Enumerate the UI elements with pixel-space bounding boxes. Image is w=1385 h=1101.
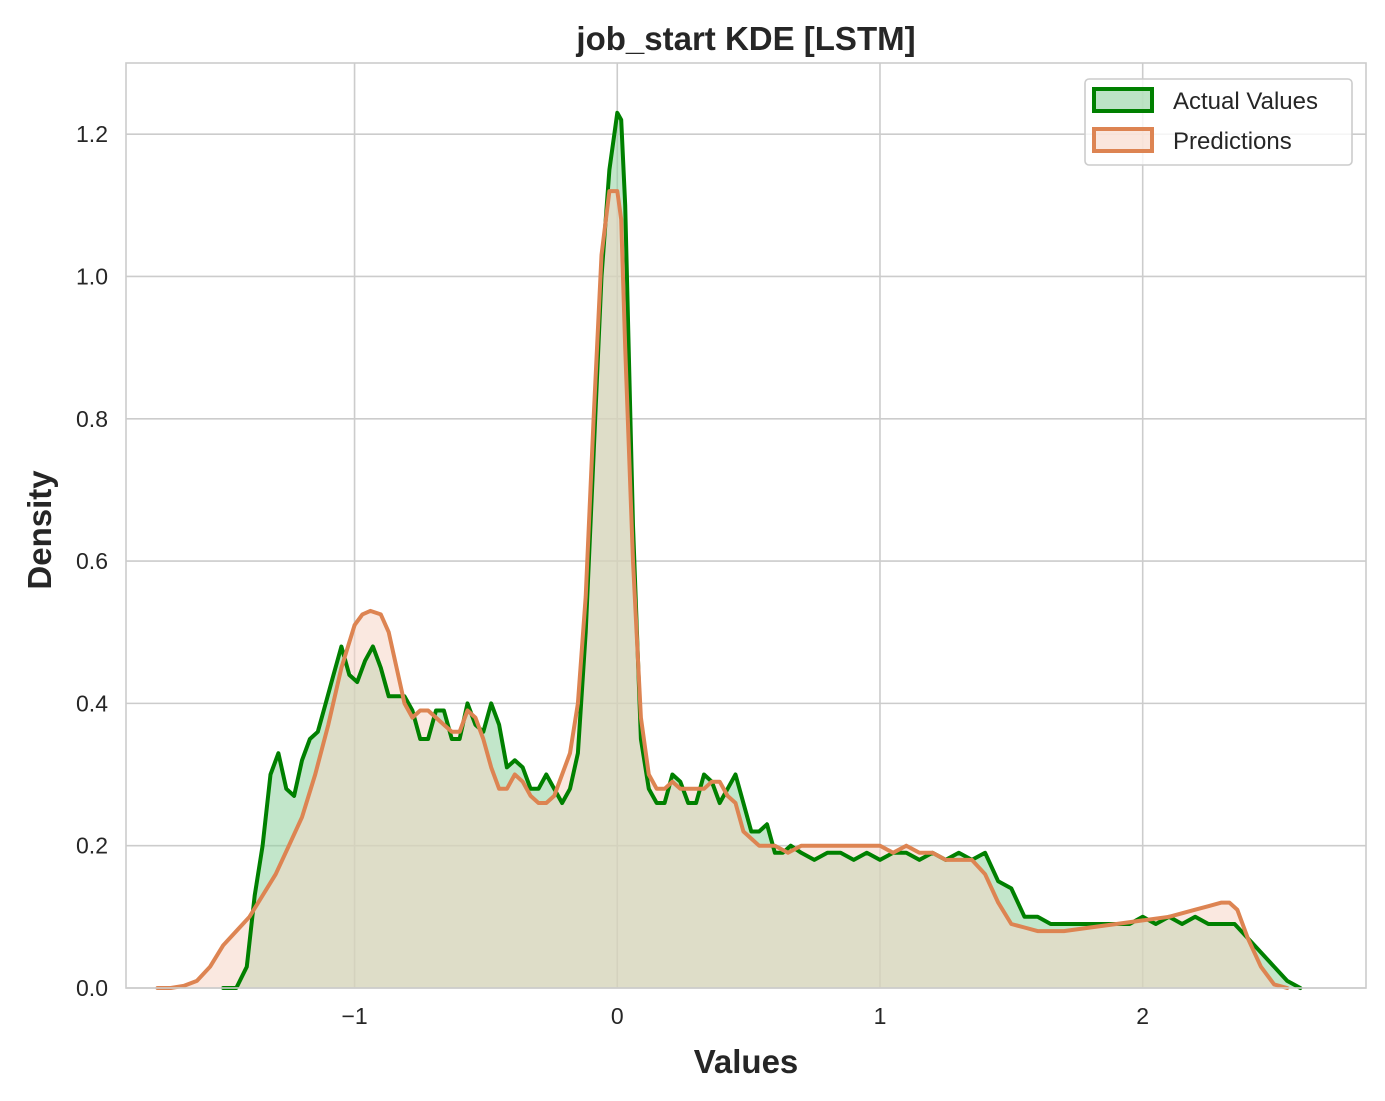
y-tick-label: 0.6 — [76, 548, 108, 574]
y-axis-label: Density — [21, 470, 58, 590]
x-tick-labels: −1 0 1 2 — [341, 1003, 1149, 1029]
legend-label-actual: Actual Values — [1173, 88, 1318, 115]
y-tick-label: 1.0 — [76, 263, 108, 289]
x-tick-label: −1 — [341, 1003, 367, 1029]
x-tick-label: 2 — [1136, 1003, 1149, 1029]
x-tick-label: 0 — [611, 1003, 624, 1029]
line-actual — [221, 110, 1303, 990]
y-tick-label: 0.0 — [76, 975, 108, 1001]
legend-label-predictions: Predictions — [1173, 128, 1292, 155]
x-axis-label: Values — [694, 1043, 799, 1080]
y-tick-label: 1.2 — [76, 121, 108, 147]
y-tick-labels: 0.0 0.2 0.4 0.6 0.8 1.0 1.2 — [76, 121, 108, 1001]
line-predictions — [155, 189, 1290, 990]
density-lines — [155, 110, 1303, 990]
y-tick-label: 0.4 — [76, 690, 108, 716]
y-tick-label: 0.2 — [76, 833, 108, 859]
plot-frame — [125, 62, 1367, 989]
area-predictions — [157, 191, 1288, 989]
legend-swatch-predictions — [1092, 127, 1154, 153]
x-tick-label: 1 — [874, 1003, 887, 1029]
legend: Actual Values Predictions — [1084, 78, 1353, 166]
legend-swatch-actual — [1092, 87, 1154, 113]
y-tick-label: 0.8 — [76, 406, 108, 432]
chart-title: job_start KDE [LSTM] — [575, 20, 915, 57]
